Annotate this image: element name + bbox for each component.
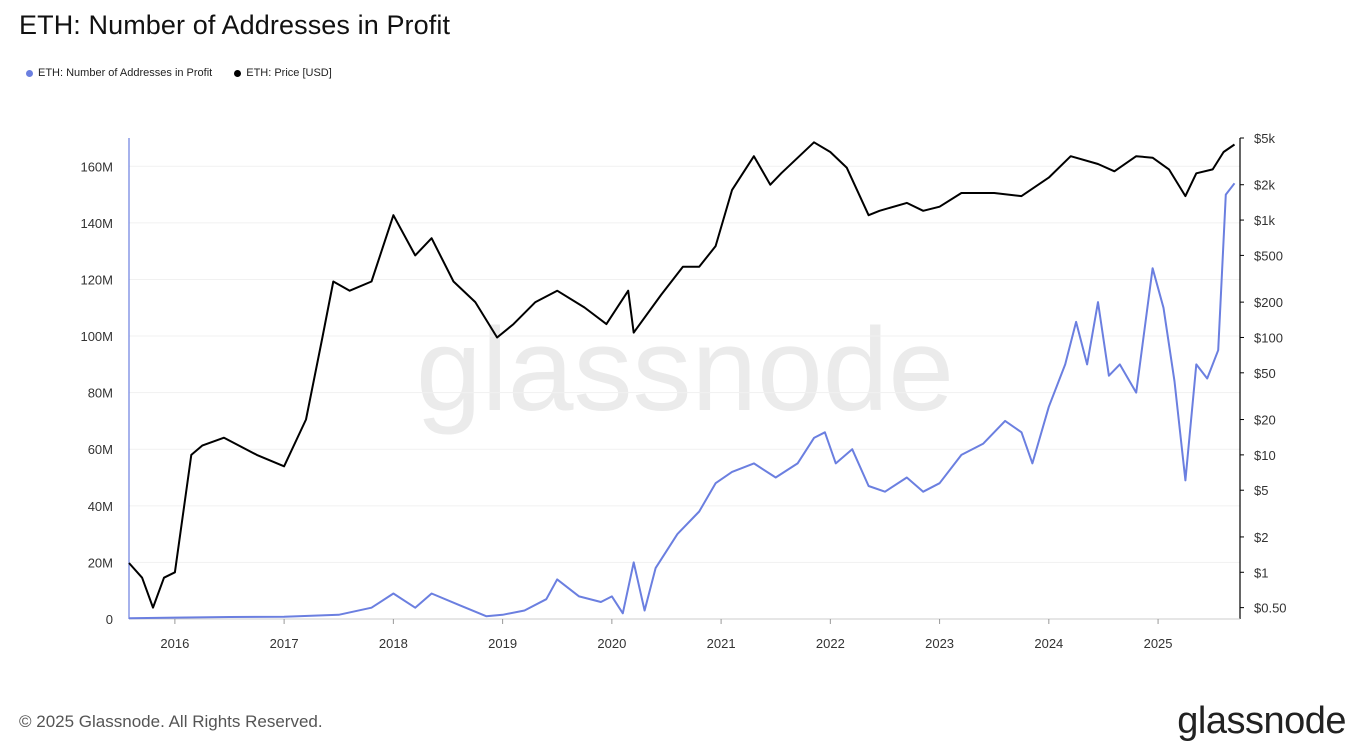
x-tick-label: 2022 (816, 636, 845, 651)
x-tick-label: 2020 (597, 636, 626, 651)
left-axis-ticks: 0 20M 40M 60M 80M 100M 120M 140M 160M (80, 159, 113, 627)
legend-dot-price (234, 69, 242, 77)
copyright-text: © 2025 Glassnode. All Rights Reserved. (19, 712, 323, 731)
glassnode-logo[interactable]: glassnode (1177, 700, 1346, 742)
right-tick-label: $100 (1254, 330, 1283, 345)
series-line-addresses-in-profit (128, 182, 1236, 620)
right-tick-label: $1k (1254, 213, 1275, 228)
right-tick-label: $200 (1254, 295, 1283, 310)
x-tick-label: 2019 (488, 636, 517, 651)
x-tick-label: 2023 (925, 636, 954, 651)
legend-label-price: ETH: Price [USD] (246, 67, 332, 79)
x-tick-label: 2016 (160, 636, 189, 651)
chart-title: ETH: Number of Addresses in Profit (19, 10, 451, 40)
x-tick-label: 2025 (1144, 636, 1173, 651)
watermark: glassnode (416, 304, 954, 436)
left-tick-label: 60M (88, 442, 113, 457)
right-tick-label: $2k (1254, 178, 1275, 193)
left-tick-label: 120M (80, 272, 113, 287)
right-tick-label: $50 (1254, 366, 1276, 381)
legend-item-addresses[interactable]: ETH: Number of Addresses in Profit (26, 67, 212, 79)
x-axis-ticks: 2016 2017 2018 2019 2020 2021 2022 2023 2024 2025 (160, 619, 1173, 651)
right-tick-label: $10 (1254, 448, 1276, 463)
x-tick-label: 2018 (379, 636, 408, 651)
legend-item-price[interactable]: ETH: Price [USD] (234, 67, 332, 79)
right-tick-label: $500 (1254, 248, 1283, 263)
left-tick-label: 160M (80, 159, 113, 174)
right-axis-ticks: $0.50 $1 $2 $5 $10 $20 $50 $100 $200 $500 $1k $2k $5… (1240, 131, 1287, 616)
grid (129, 165, 1240, 620)
legend: ETH: Number of Addresses in Profit ETH: … (26, 67, 332, 79)
legend-dot-addresses (26, 69, 33, 77)
right-tick-label: $2 (1254, 530, 1268, 545)
legend-label-addresses: ETH: Number of Addresses in Profit (38, 67, 213, 79)
series-line-price (128, 141, 1236, 609)
left-tick-label: 100M (80, 329, 113, 344)
x-tick-label: 2024 (1034, 636, 1063, 651)
right-tick-label: $0.50 (1254, 601, 1287, 616)
series-group (128, 141, 1236, 620)
left-tick-label: 0 (106, 612, 113, 627)
x-tick-label: 2021 (707, 636, 736, 651)
right-tick-label: $20 (1254, 413, 1276, 428)
right-tick-label: $5k (1254, 131, 1275, 146)
right-tick-label: $1 (1254, 565, 1268, 580)
left-tick-label: 80M (88, 386, 113, 401)
left-tick-label: 40M (88, 499, 113, 514)
left-tick-label: 20M (88, 555, 113, 570)
left-tick-label: 140M (80, 216, 113, 231)
x-tick-label: 2017 (270, 636, 299, 651)
right-tick-label: $5 (1254, 483, 1268, 498)
